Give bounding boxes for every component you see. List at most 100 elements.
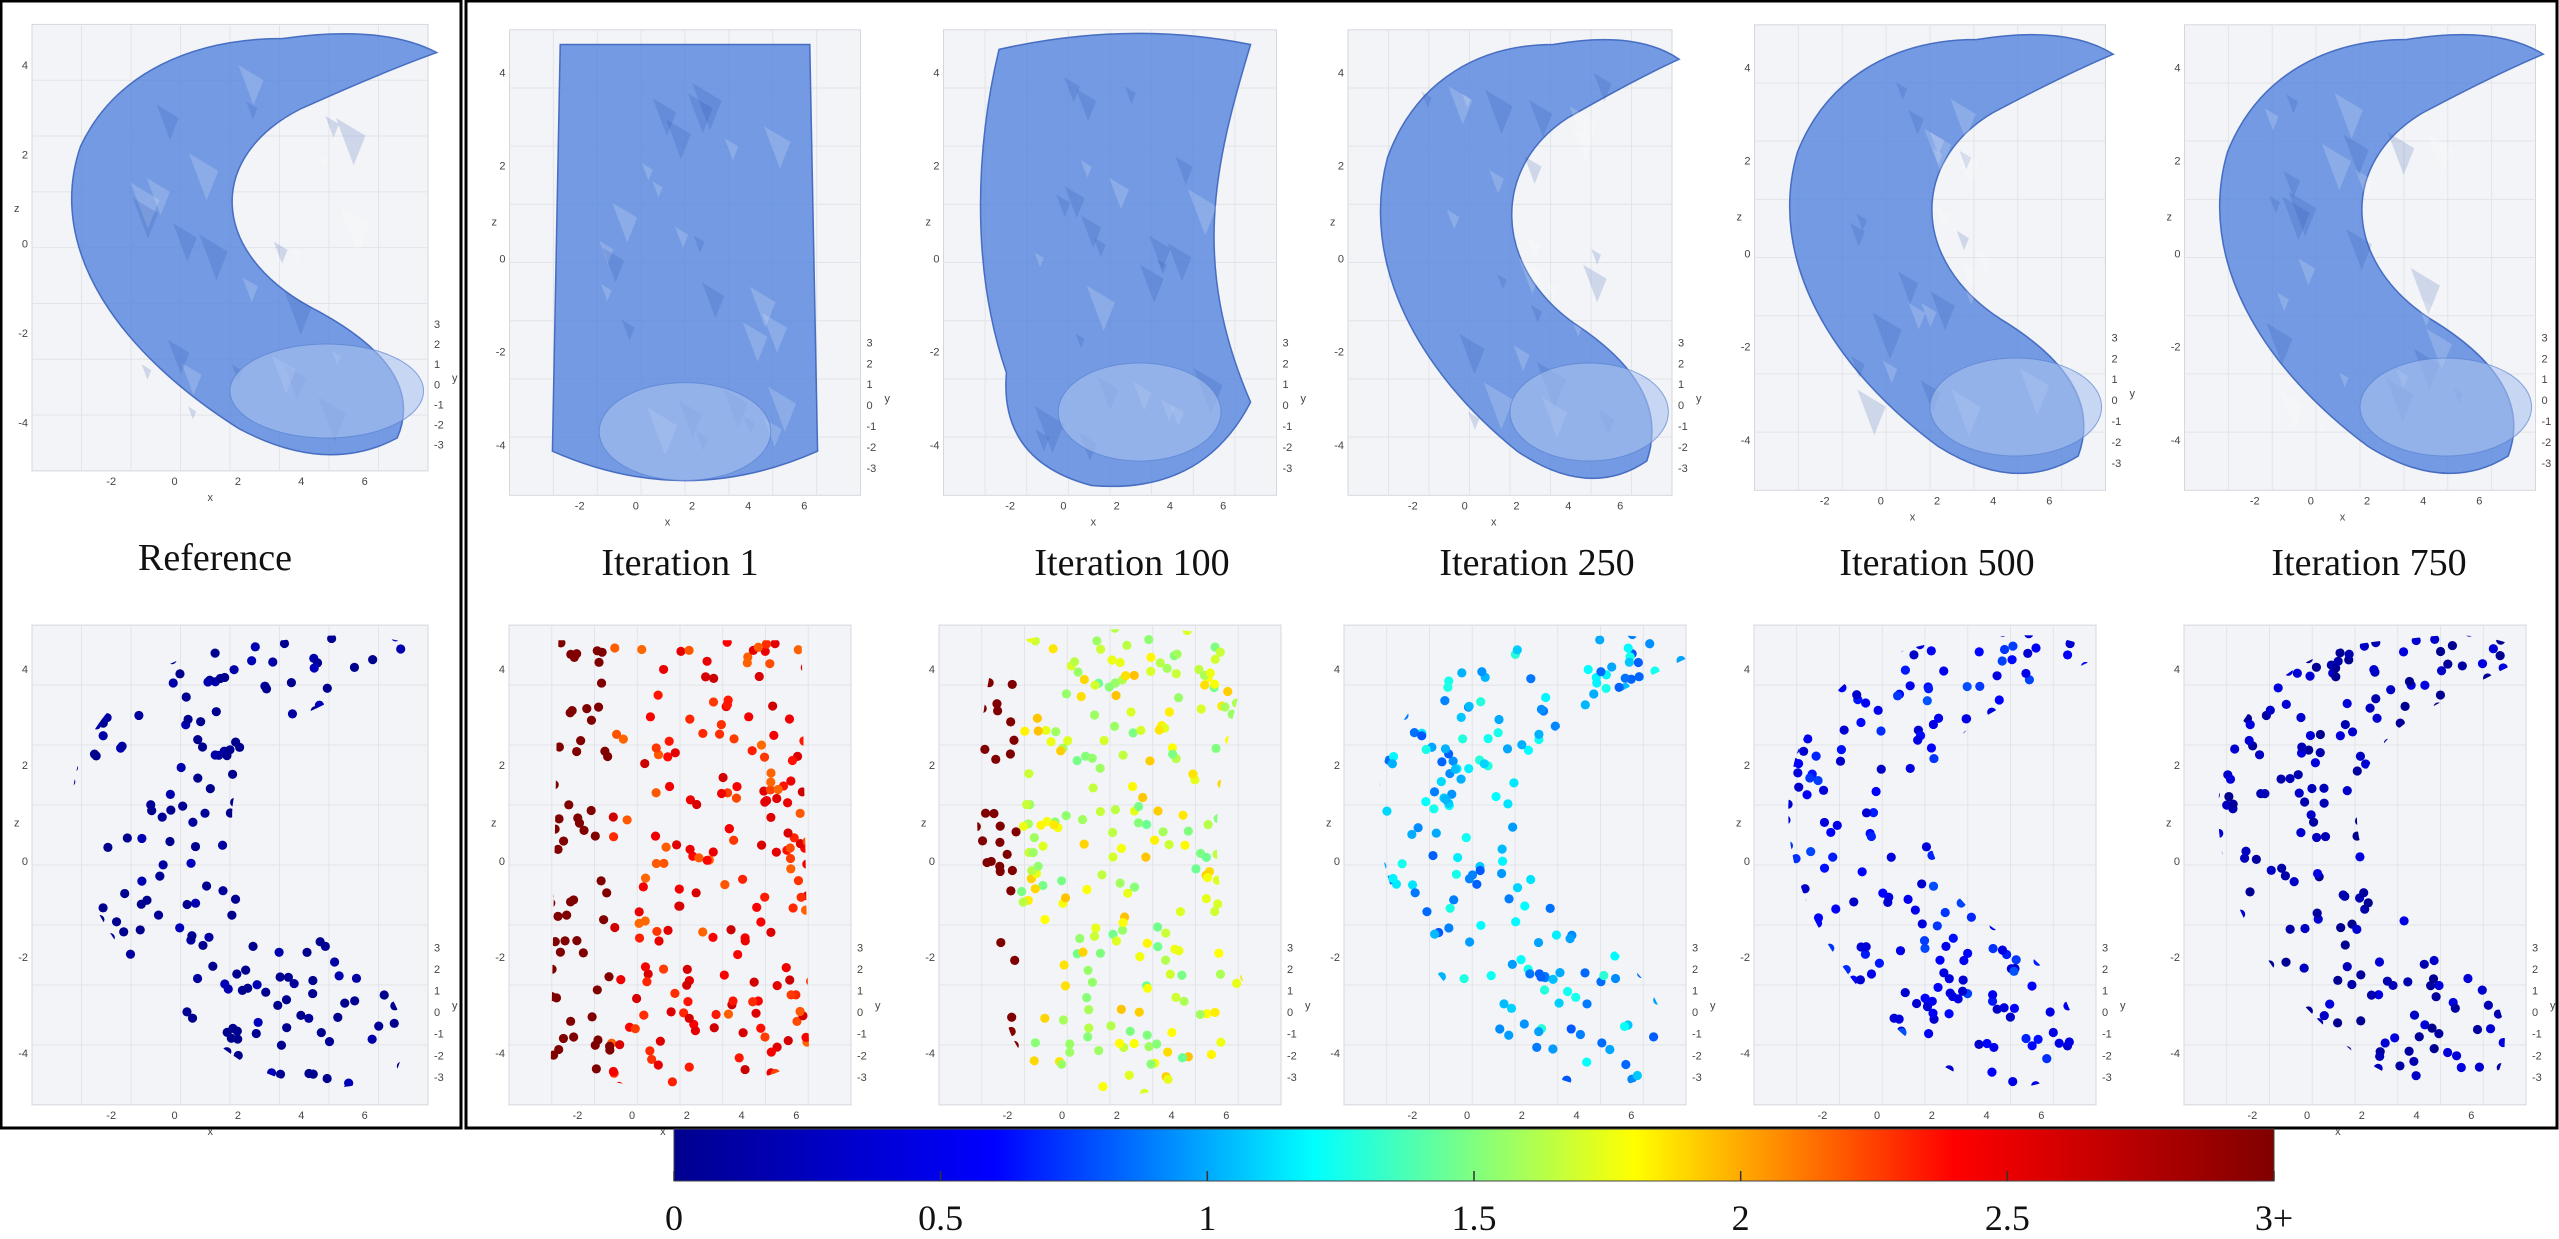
z-tick-label: 0 xyxy=(2174,856,2180,868)
sample-point xyxy=(277,1041,286,1050)
sample-point xyxy=(1913,736,1922,745)
sample-point xyxy=(1115,1039,1124,1048)
z-axis-label: z xyxy=(2166,818,2172,830)
y-axis-label: y xyxy=(452,1000,458,1012)
sample-point xyxy=(1928,1009,1937,1018)
sample-point xyxy=(1499,999,1508,1008)
sample-point xyxy=(2409,1057,2418,1066)
z-tick-label: -2 xyxy=(1740,952,1750,964)
sample-point xyxy=(733,950,742,959)
z-axis-label: z xyxy=(1326,818,1332,830)
label-iter100: Iteration 100 xyxy=(1034,542,1229,584)
sample-point xyxy=(2260,789,2269,798)
sample-point xyxy=(1031,1038,1040,1047)
sample-point xyxy=(1484,734,1493,743)
z-tick-label: 0 xyxy=(1744,856,1750,868)
sample-point xyxy=(232,969,241,978)
y-tick-label: 1 xyxy=(434,986,440,998)
sample-point xyxy=(559,1034,568,1043)
sample-point xyxy=(711,1010,720,1019)
sample-point xyxy=(220,979,229,988)
sample-point xyxy=(2010,1004,2019,1013)
sample-point xyxy=(637,645,646,654)
sample-point xyxy=(569,895,578,904)
sample-point xyxy=(2336,731,2345,740)
sample-point xyxy=(743,658,752,667)
sample-point xyxy=(1906,764,1915,773)
sample-point xyxy=(1163,1047,1172,1056)
x-tick-label: -2 xyxy=(573,1110,583,1122)
sample-point xyxy=(1624,643,1633,652)
sample-point xyxy=(158,812,167,821)
sample-point xyxy=(1597,1038,1606,1047)
sample-point xyxy=(2333,976,2342,985)
sample-point xyxy=(1476,697,1485,706)
sample-point xyxy=(1949,934,1958,943)
sample-point xyxy=(1216,1038,1225,1047)
y-tick-label: -2 xyxy=(2102,1050,2112,1062)
sample-point xyxy=(2343,699,2352,708)
sample-point xyxy=(2300,797,2309,806)
z-tick-label: -4 xyxy=(18,417,28,429)
sample-point xyxy=(1852,690,1861,699)
sample-point xyxy=(119,927,128,936)
x-tick-label: 6 xyxy=(2468,1110,2474,1122)
sample-point xyxy=(1511,917,1520,926)
z-tick-label: 0 xyxy=(499,254,505,266)
sample-point xyxy=(587,716,596,725)
x-tick-label: 4 xyxy=(738,1110,744,1122)
sample-point xyxy=(684,646,693,655)
sample-point xyxy=(1611,974,1620,983)
sample-point xyxy=(1090,710,1099,719)
sample-point xyxy=(202,881,211,890)
sample-point xyxy=(1197,704,1206,713)
sample-point xyxy=(2341,940,2350,949)
sample-point xyxy=(321,942,330,951)
z-tick-label: 4 xyxy=(22,60,28,72)
sample-point xyxy=(652,788,661,797)
sample-point xyxy=(1901,666,1910,675)
sample-point xyxy=(1498,845,1507,854)
y-axis-label: y xyxy=(1696,393,1702,405)
sample-point xyxy=(1144,635,1153,644)
y-tick-label: -1 xyxy=(1287,1029,1297,1041)
sample-point xyxy=(1006,749,1015,758)
sample-point xyxy=(1856,975,1865,984)
sample-point xyxy=(1428,851,1437,860)
sample-point xyxy=(1145,756,1154,765)
sample-point xyxy=(1963,682,1972,691)
sample-point xyxy=(1091,923,1100,932)
sample-point xyxy=(2386,685,2395,694)
sample-point xyxy=(1959,956,1968,965)
x-tick-label: 0 xyxy=(633,500,639,512)
sample-point xyxy=(1070,657,1079,666)
sample-point xyxy=(2415,1032,2424,1041)
sample-point xyxy=(559,836,568,845)
sample-point xyxy=(2255,750,2264,759)
sample-point xyxy=(1576,1030,1585,1039)
sample-point xyxy=(208,962,217,971)
sample-point xyxy=(1987,1068,1996,1077)
sample-point xyxy=(2341,720,2350,729)
y-tick-label: -1 xyxy=(434,1029,444,1041)
x-tick-label: 2 xyxy=(684,1110,690,1122)
sample-point xyxy=(1223,687,1232,696)
sample-point xyxy=(261,988,270,997)
x-tick-label: 6 xyxy=(1223,1110,1229,1122)
sample-point xyxy=(2451,1004,2460,1013)
sample-point xyxy=(610,643,619,652)
sample-point xyxy=(2458,661,2467,670)
sample-point xyxy=(1017,887,1026,896)
sample-point xyxy=(1216,970,1225,979)
sample-point xyxy=(1441,795,1450,804)
sample-point xyxy=(651,831,660,840)
sample-point xyxy=(304,1014,313,1023)
sample-point xyxy=(1220,702,1229,711)
sample-point xyxy=(204,933,213,942)
sample-point xyxy=(2246,720,2255,729)
sample-point xyxy=(2400,702,2409,711)
sample-point xyxy=(1464,764,1473,773)
sample-point xyxy=(1126,707,1135,716)
sample-point xyxy=(2369,665,2378,674)
